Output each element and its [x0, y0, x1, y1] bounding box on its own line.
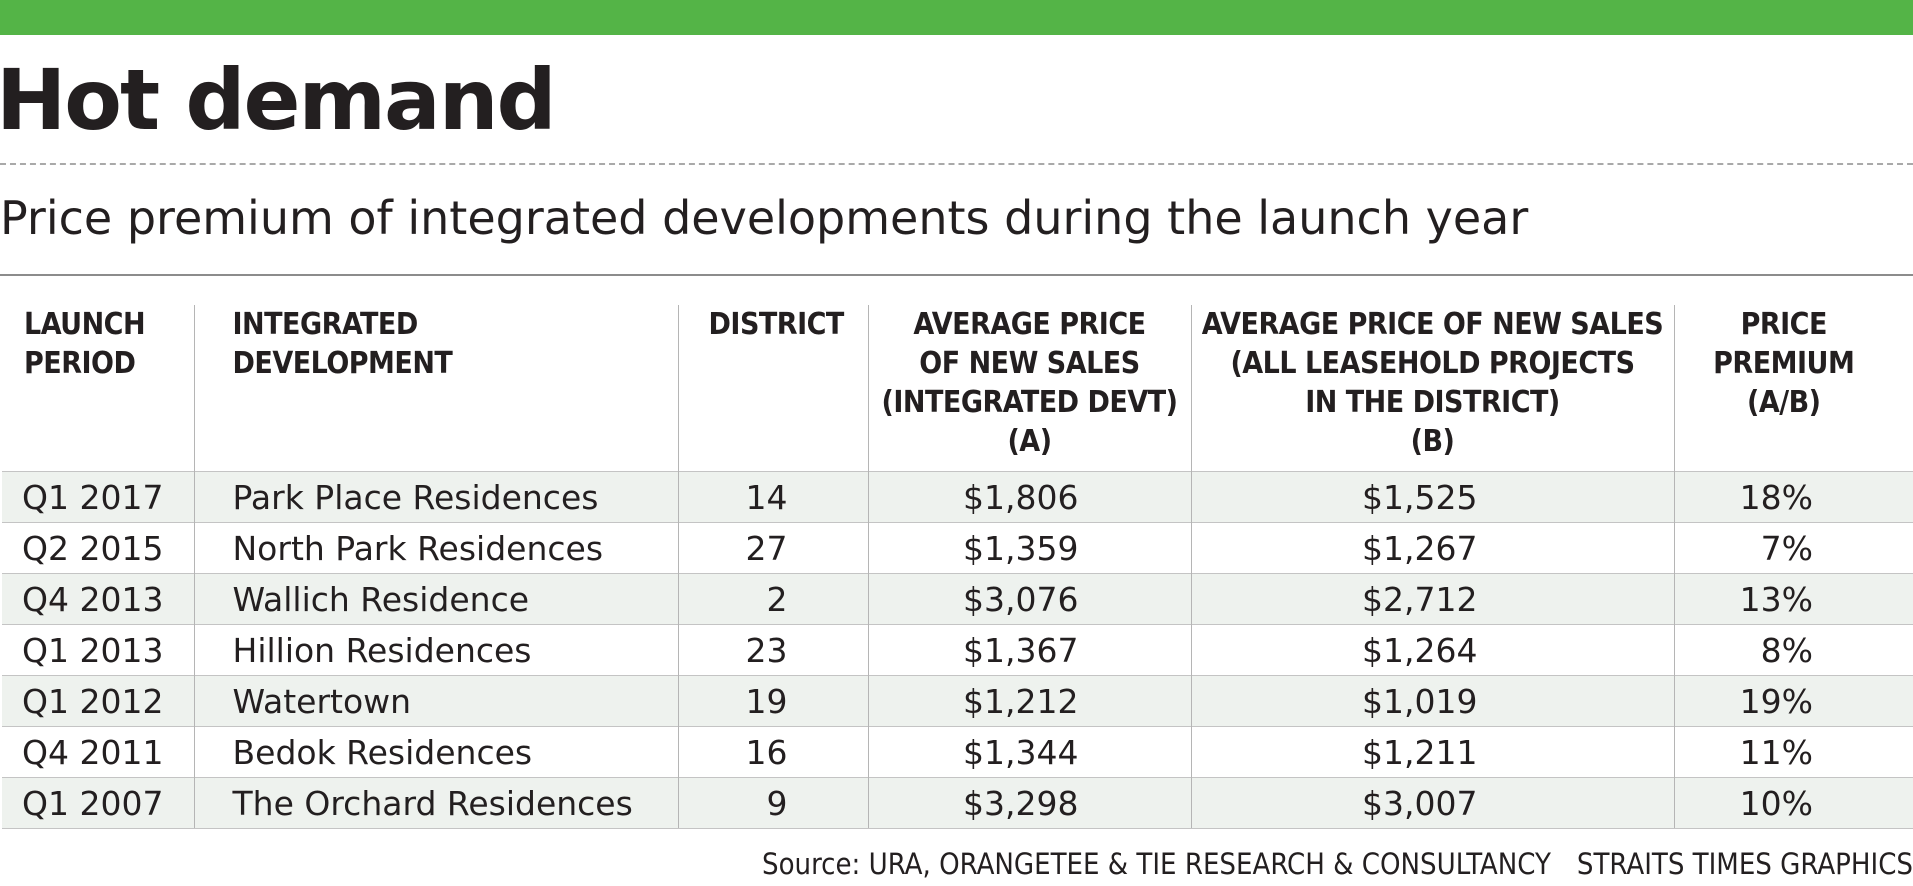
graphics-credit: STRAITS TIMES GRAPHICS: [1576, 847, 1913, 881]
cell-district: 2: [677, 573, 868, 625]
cell-price-premium: 13%: [1673, 573, 1913, 625]
chart-subtitle: Price premium of integrated developments…: [0, 191, 1529, 245]
table-row: Q1 2007 The Orchard Residences 9 $3,298 …: [2, 777, 1913, 829]
cell-avg-price-integrated: $1,367: [867, 624, 1191, 676]
cell-district: 9: [677, 777, 868, 829]
cell-integrated-development: Hillion Residences: [193, 624, 678, 676]
cell-price-premium: 11%: [1673, 726, 1913, 778]
table-row: Q4 2011 Bedok Residences 16 $1,344 $1,21…: [2, 726, 1913, 778]
cell-avg-price-integrated: $3,298: [867, 777, 1191, 829]
cell-integrated-development: Bedok Residences: [193, 726, 678, 778]
cell-district: 23: [677, 624, 868, 676]
table-top-divider: [0, 274, 1913, 276]
table-header-row: LAUNCH PERIOD INTEGRATED DEVELOPMENT DIS…: [2, 305, 1913, 472]
dashed-divider: [0, 163, 1913, 165]
cell-integrated-development: Wallich Residence: [193, 573, 678, 625]
cell-district: 14: [677, 471, 868, 523]
source-line: Source: URA, ORANGETEE & TIE RESEARCH & …: [762, 844, 1913, 884]
column-header-price-premium: PRICE PREMIUM (A/B): [1673, 305, 1913, 472]
cell-avg-price-integrated: $3,076: [867, 573, 1191, 625]
table-row: Q1 2017 Park Place Residences 14 $1,806 …: [2, 471, 1913, 523]
cell-price-premium: 7%: [1673, 522, 1913, 574]
cell-avg-price-leasehold: $1,019: [1190, 675, 1674, 727]
table-row: Q1 2012 Watertown 19 $1,212 $1,019 19%: [2, 675, 1913, 727]
column-header-district: DISTRICT: [677, 305, 868, 472]
cell-avg-price-leasehold: $1,264: [1190, 624, 1674, 676]
table-row: Q2 2015 North Park Residences 27 $1,359 …: [2, 522, 1913, 574]
column-header-avg-price-leasehold: AVERAGE PRICE OF NEW SALES (ALL LEASEHOL…: [1190, 305, 1674, 472]
cell-district: 16: [677, 726, 868, 778]
cell-avg-price-integrated: $1,806: [867, 471, 1191, 523]
table-row: Q4 2013 Wallich Residence 2 $3,076 $2,71…: [2, 573, 1913, 625]
cell-launch-period: Q1 2017: [2, 471, 194, 523]
cell-price-premium: 18%: [1673, 471, 1913, 523]
source-note: Source: URA, ORANGETEE & TIE RESEARCH & …: [762, 847, 1551, 881]
cell-price-premium: 10%: [1673, 777, 1913, 829]
cell-price-premium: 8%: [1673, 624, 1913, 676]
cell-launch-period: Q4 2013: [2, 573, 194, 625]
cell-avg-price-leasehold: $1,525: [1190, 471, 1674, 523]
cell-avg-price-integrated: $1,344: [867, 726, 1191, 778]
cell-launch-period: Q1 2013: [2, 624, 194, 676]
cell-launch-period: Q1 2007: [2, 777, 194, 829]
table-row: Q1 2013 Hillion Residences 23 $1,367 $1,…: [2, 624, 1913, 676]
cell-avg-price-leasehold: $3,007: [1190, 777, 1674, 829]
cell-avg-price-leasehold: $1,211: [1190, 726, 1674, 778]
column-header-launch-period: LAUNCH PERIOD: [24, 307, 146, 381]
cell-avg-price-leasehold: $1,267: [1190, 522, 1674, 574]
chart-title: Hot demand: [0, 51, 557, 149]
cell-launch-period: Q4 2011: [2, 726, 194, 778]
cell-integrated-development: Watertown: [193, 675, 678, 727]
cell-integrated-development: North Park Residences: [193, 522, 678, 574]
cell-launch-period: Q2 2015: [2, 522, 194, 574]
cell-launch-period: Q1 2012: [2, 675, 194, 727]
column-header-integrated-development: INTEGRATED DEVELOPMENT: [193, 305, 678, 472]
accent-bar: [0, 0, 1913, 35]
cell-integrated-development: Park Place Residences: [193, 471, 678, 523]
cell-price-premium: 19%: [1673, 675, 1913, 727]
column-header-avg-price-integrated: AVERAGE PRICE OF NEW SALES (INTEGRATED D…: [867, 305, 1191, 472]
data-table: LAUNCH PERIOD INTEGRATED DEVELOPMENT DIS…: [2, 305, 1913, 829]
cell-district: 27: [677, 522, 868, 574]
cell-avg-price-integrated: $1,359: [867, 522, 1191, 574]
cell-avg-price-integrated: $1,212: [867, 675, 1191, 727]
cell-avg-price-leasehold: $2,712: [1190, 573, 1674, 625]
cell-integrated-development: The Orchard Residences: [193, 777, 678, 829]
cell-district: 19: [677, 675, 868, 727]
